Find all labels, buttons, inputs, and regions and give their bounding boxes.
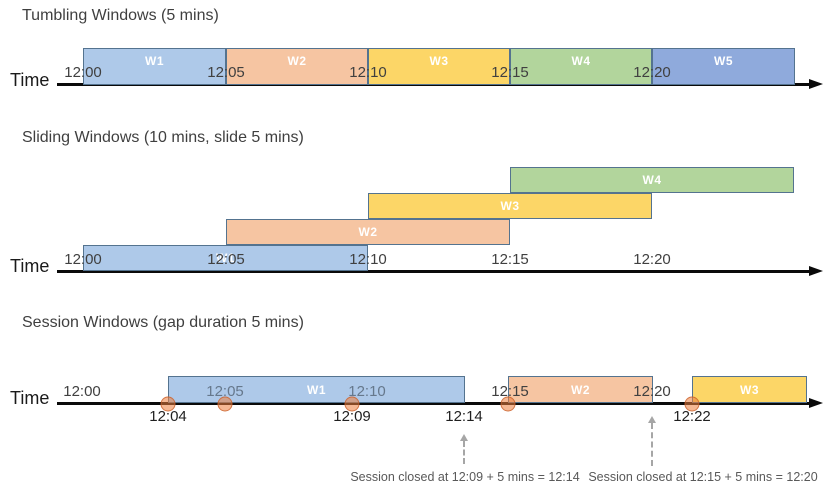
tick-label: 12:20	[633, 251, 671, 268]
window-label: W1	[145, 54, 164, 68]
tick-label: 12:05	[207, 64, 245, 81]
window-box-w5: W5	[652, 48, 795, 85]
tick-label: 12:20	[633, 64, 671, 81]
window-label: W3	[740, 382, 759, 397]
window-box-w1: W1	[168, 376, 465, 403]
axis-arrow-icon	[809, 398, 823, 408]
tick-label: 12:00	[64, 251, 102, 268]
event-dot	[160, 396, 176, 412]
window-box-w2: W2	[508, 376, 653, 403]
window-box-w4: W4	[510, 48, 652, 85]
session-closed-annotation: Session closed at 12:15 + 5 mins = 12:20	[588, 470, 818, 484]
time-axis-label: Time	[10, 70, 50, 90]
window-label: W2	[571, 382, 590, 397]
tick-label: 12:10	[348, 383, 386, 400]
tick-label: 12:00	[63, 383, 101, 400]
tick-label: 12:00	[64, 64, 102, 81]
tick-label: 12:10	[349, 251, 387, 268]
tick-label: 12:15	[491, 64, 529, 81]
window-label: W2	[287, 54, 307, 68]
event-time-label: 12:14	[445, 408, 483, 425]
sliding-title: Sliding Windows (10 mins, slide 5 mins)	[22, 129, 304, 146]
window-label: W2	[358, 225, 378, 239]
window-label: W3	[500, 199, 520, 213]
window-box-w3: W3	[368, 48, 510, 85]
event-time-label: 12:22	[673, 408, 711, 425]
event-dot	[684, 396, 700, 412]
session-closed-annotation: Session closed at 12:09 + 5 mins = 12:14	[350, 470, 580, 484]
window-box-w2: W2	[226, 48, 368, 85]
arrow-head-up	[459, 434, 468, 441]
time-axis-line	[57, 270, 811, 273]
tick-label: 12:10	[349, 64, 387, 81]
event-time-label: 12:09	[333, 408, 371, 425]
arrow-head-up	[647, 416, 656, 423]
window-box-w1: W1	[83, 48, 226, 85]
window-box-w3: W3	[692, 376, 807, 403]
window-box-w2: W2	[226, 219, 510, 245]
window-label: W4	[571, 54, 591, 68]
window-box-w3: W3	[368, 193, 652, 219]
window-label: W1	[307, 382, 326, 397]
time-axis-label: Time	[10, 256, 50, 276]
window-label: W3	[429, 54, 449, 68]
tumbling-title: Tumbling Windows (5 mins)	[22, 7, 219, 24]
tick-label: 12:05	[206, 383, 244, 400]
window-label: W4	[642, 173, 662, 187]
event-dot	[217, 396, 233, 412]
time-axis-label: Time	[10, 388, 50, 408]
axis-arrow-icon	[809, 266, 823, 276]
window-label: W1	[216, 251, 235, 265]
tick-label: 12:05	[207, 251, 245, 268]
window-label: W5	[714, 54, 733, 68]
axis-arrow-icon	[809, 79, 823, 89]
arrow-shaft	[651, 423, 653, 466]
tick-label: 12:20	[633, 383, 671, 400]
time-axis-line	[57, 402, 811, 405]
session-title: Session Windows (gap duration 5 mins)	[22, 314, 304, 331]
arrow-shaft	[463, 441, 465, 464]
window-box-w1: W1	[83, 245, 368, 271]
tick-label: 12:15	[491, 251, 529, 268]
event-dot	[344, 396, 360, 412]
event-time-label: 12:04	[149, 408, 187, 425]
tick-label: 12:15	[491, 383, 529, 400]
window-box-w4: W4	[510, 167, 794, 193]
event-dot	[500, 396, 516, 412]
